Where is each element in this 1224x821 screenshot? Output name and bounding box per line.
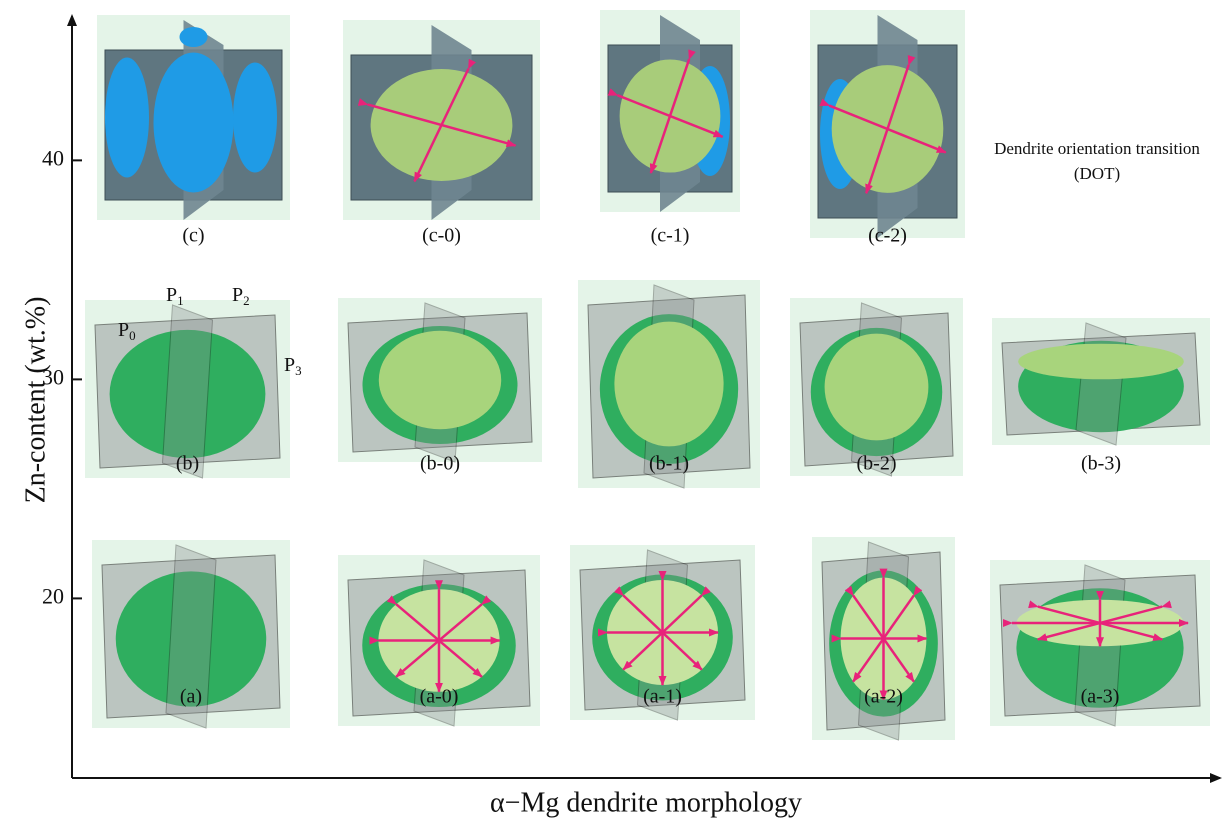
- panel-caption: (c-2): [868, 225, 907, 247]
- figure: Zn-content (wt.%) α−Mg dendrite morpholo…: [0, 0, 1224, 821]
- panel: [97, 15, 290, 220]
- panel: [992, 318, 1210, 445]
- y-tick-label: 20: [42, 583, 64, 608]
- panel-caption: (c): [182, 225, 204, 247]
- panels: (c) (c-0) (c-1) (c-2) (b) (b-0) (b-1) (b-2) (b-3…: [85, 10, 1210, 740]
- annotation: Dendrite orientation transition: [994, 139, 1200, 158]
- panel-caption: (a): [180, 686, 202, 708]
- panel: [85, 300, 290, 478]
- dendrite: [154, 53, 234, 193]
- panel: [343, 20, 540, 220]
- dendrite: [105, 58, 149, 178]
- panel-caption: (b-1): [649, 453, 689, 475]
- plane-letter: P: [284, 354, 295, 376]
- panel-caption: (a-2): [864, 686, 903, 708]
- y-tick-label: 40: [42, 145, 64, 170]
- panel: [812, 537, 955, 740]
- panel: [338, 298, 542, 462]
- panel-caption: (c-0): [422, 225, 461, 247]
- panel-caption: (b): [176, 453, 199, 475]
- ticks: 20 30 40: [42, 145, 82, 608]
- plane-label: P3: [284, 354, 302, 378]
- plane-index: 1: [177, 293, 184, 308]
- panel-caption: (c-1): [651, 225, 690, 247]
- panel-caption: (b-3): [1081, 453, 1121, 475]
- plane-index: 3: [295, 363, 302, 378]
- panel: [600, 10, 740, 212]
- plane-label: P1: [166, 284, 184, 308]
- dendrite: [233, 63, 277, 173]
- plane-letter: P: [232, 284, 243, 306]
- dendrite: [180, 27, 208, 47]
- y-axis-label: Zn-content (wt.%): [20, 297, 51, 504]
- x-axis-label: α−Mg dendrite morphology: [490, 787, 802, 818]
- panel-caption: (a-3): [1081, 686, 1120, 708]
- plane-label: P2: [232, 284, 250, 308]
- panel-caption: (a-1): [643, 686, 682, 708]
- panel-caption: (b-0): [420, 453, 460, 475]
- dendrite-section: [614, 322, 723, 447]
- dendrite-section: [379, 331, 501, 429]
- plane-index: 0: [129, 328, 136, 343]
- y-tick-label: 30: [42, 364, 64, 389]
- annotation: (DOT): [1074, 164, 1120, 183]
- dendrite-section: [825, 334, 929, 441]
- plane-letter: P: [166, 284, 177, 306]
- plane-index: 2: [243, 293, 250, 308]
- panel: [810, 10, 965, 238]
- plane-letter: P: [118, 319, 129, 341]
- panel-caption: (a-0): [420, 686, 459, 708]
- panel: [790, 298, 963, 476]
- panel-caption: (b-2): [857, 453, 897, 475]
- dendrite-section: [1018, 344, 1184, 380]
